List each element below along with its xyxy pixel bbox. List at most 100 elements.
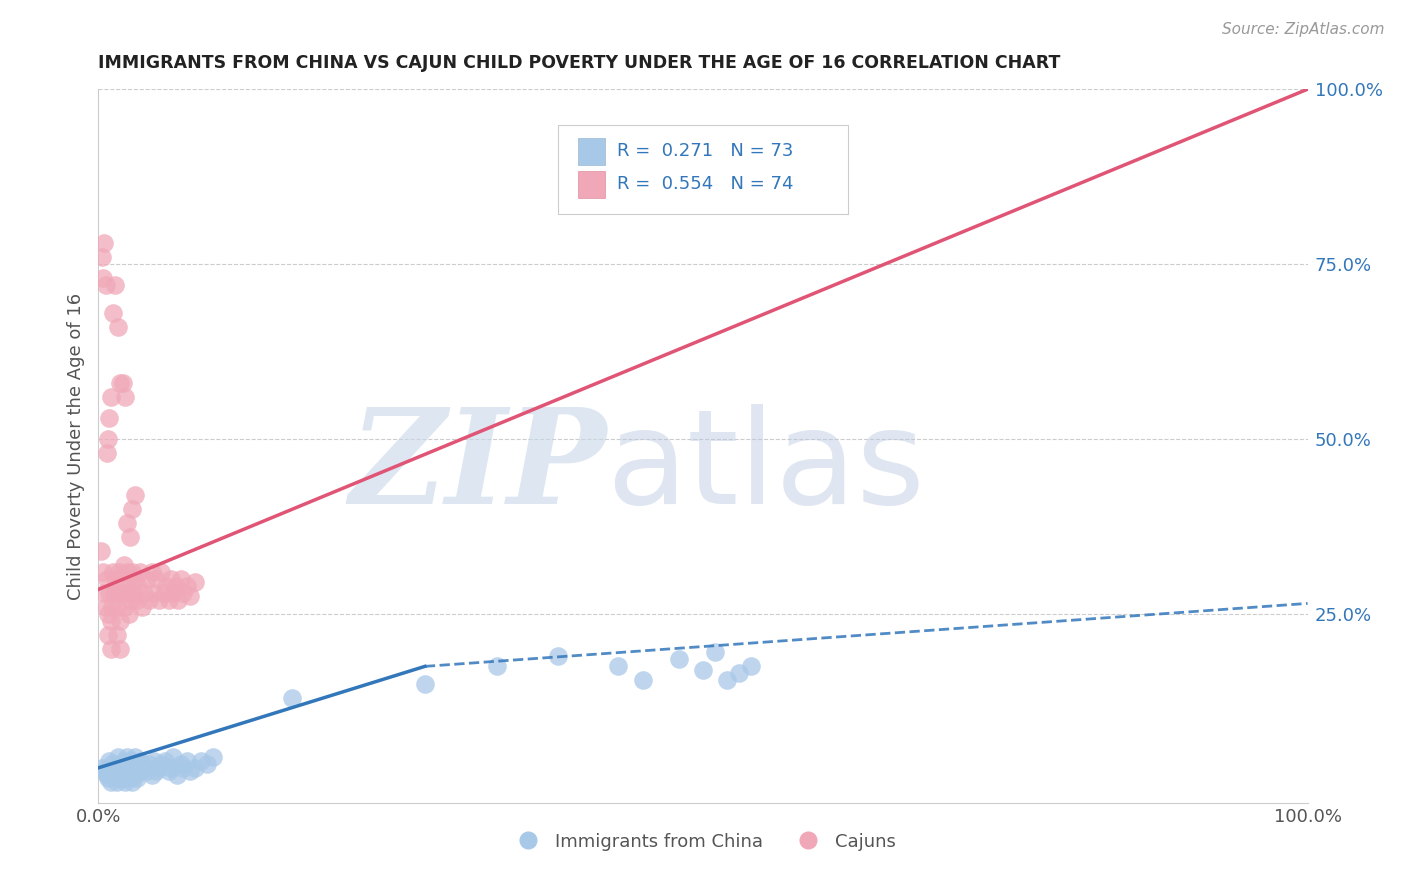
Point bbox=[107, 750, 129, 764]
Point bbox=[148, 761, 170, 775]
Point bbox=[98, 411, 121, 425]
Point bbox=[114, 764, 136, 779]
Point bbox=[165, 579, 187, 593]
Point bbox=[176, 579, 198, 593]
Point bbox=[111, 572, 134, 586]
Point bbox=[115, 586, 138, 600]
Point bbox=[118, 761, 141, 775]
Point bbox=[122, 757, 145, 772]
Point bbox=[134, 761, 156, 775]
Point bbox=[117, 750, 139, 764]
Point bbox=[202, 750, 225, 764]
Point bbox=[97, 432, 120, 446]
Point bbox=[127, 593, 149, 607]
Point bbox=[103, 772, 125, 786]
Point bbox=[281, 690, 304, 705]
Point bbox=[141, 565, 163, 579]
Point bbox=[98, 754, 121, 768]
Text: ZIP: ZIP bbox=[349, 403, 606, 532]
Point bbox=[91, 565, 114, 579]
Point bbox=[172, 761, 194, 775]
Text: IMMIGRANTS FROM CHINA VS CAJUN CHILD POVERTY UNDER THE AGE OF 16 CORRELATION CHA: IMMIGRANTS FROM CHINA VS CAJUN CHILD POV… bbox=[98, 54, 1060, 72]
Point bbox=[112, 754, 135, 768]
Point bbox=[110, 764, 132, 779]
Point bbox=[94, 599, 117, 614]
Point bbox=[169, 572, 191, 586]
Point bbox=[108, 761, 131, 775]
Point bbox=[114, 774, 136, 789]
Point bbox=[107, 586, 129, 600]
Point bbox=[125, 764, 148, 779]
Point bbox=[121, 502, 143, 516]
Point bbox=[121, 764, 143, 779]
Point bbox=[153, 754, 176, 768]
Point bbox=[631, 673, 654, 688]
Point bbox=[108, 772, 131, 786]
Point bbox=[162, 586, 184, 600]
Point bbox=[122, 586, 145, 600]
Point bbox=[138, 593, 160, 607]
Point bbox=[607, 659, 630, 673]
Point bbox=[91, 761, 114, 775]
Point bbox=[100, 599, 122, 614]
Point bbox=[127, 772, 149, 786]
Point bbox=[668, 652, 690, 666]
Point bbox=[124, 768, 146, 782]
Point bbox=[96, 768, 118, 782]
Point bbox=[131, 599, 153, 614]
Point bbox=[107, 320, 129, 334]
Point bbox=[129, 764, 152, 779]
Point bbox=[121, 774, 143, 789]
Point bbox=[128, 565, 150, 579]
Point bbox=[127, 579, 149, 593]
Point bbox=[91, 271, 114, 285]
Point bbox=[114, 599, 136, 614]
Point bbox=[716, 673, 738, 688]
Point bbox=[124, 572, 146, 586]
Point bbox=[145, 572, 167, 586]
Point bbox=[152, 586, 174, 600]
Point bbox=[98, 586, 121, 600]
Point bbox=[172, 586, 194, 600]
Point bbox=[169, 757, 191, 772]
Point bbox=[108, 768, 131, 782]
Text: R =  0.271   N = 73: R = 0.271 N = 73 bbox=[617, 143, 793, 161]
Point bbox=[97, 628, 120, 642]
Point bbox=[120, 754, 142, 768]
Legend: Immigrants from China, Cajuns: Immigrants from China, Cajuns bbox=[503, 826, 903, 858]
Point bbox=[179, 764, 201, 779]
Point bbox=[486, 659, 509, 673]
Point bbox=[118, 772, 141, 786]
Point bbox=[184, 575, 207, 590]
Point bbox=[143, 586, 166, 600]
Point bbox=[162, 750, 184, 764]
Point bbox=[127, 761, 149, 775]
Point bbox=[124, 488, 146, 502]
Point bbox=[108, 641, 131, 656]
Point bbox=[704, 645, 727, 659]
Point bbox=[111, 761, 134, 775]
Point bbox=[108, 376, 131, 390]
Point bbox=[105, 599, 128, 614]
Point bbox=[96, 446, 118, 460]
Point bbox=[104, 572, 127, 586]
Point bbox=[117, 565, 139, 579]
Point bbox=[117, 516, 139, 530]
Point bbox=[547, 648, 569, 663]
Bar bbox=[578, 137, 605, 165]
Point bbox=[108, 565, 131, 579]
Text: atlas: atlas bbox=[606, 404, 925, 531]
Point bbox=[100, 390, 122, 404]
Point bbox=[150, 757, 173, 772]
Point bbox=[160, 572, 183, 586]
Point bbox=[97, 607, 120, 621]
Point bbox=[111, 376, 134, 390]
Point bbox=[145, 764, 167, 779]
Point bbox=[91, 250, 114, 264]
Point bbox=[100, 757, 122, 772]
Point bbox=[90, 544, 112, 558]
FancyBboxPatch shape bbox=[558, 125, 848, 214]
Point bbox=[131, 757, 153, 772]
Point bbox=[141, 768, 163, 782]
Point bbox=[103, 586, 125, 600]
